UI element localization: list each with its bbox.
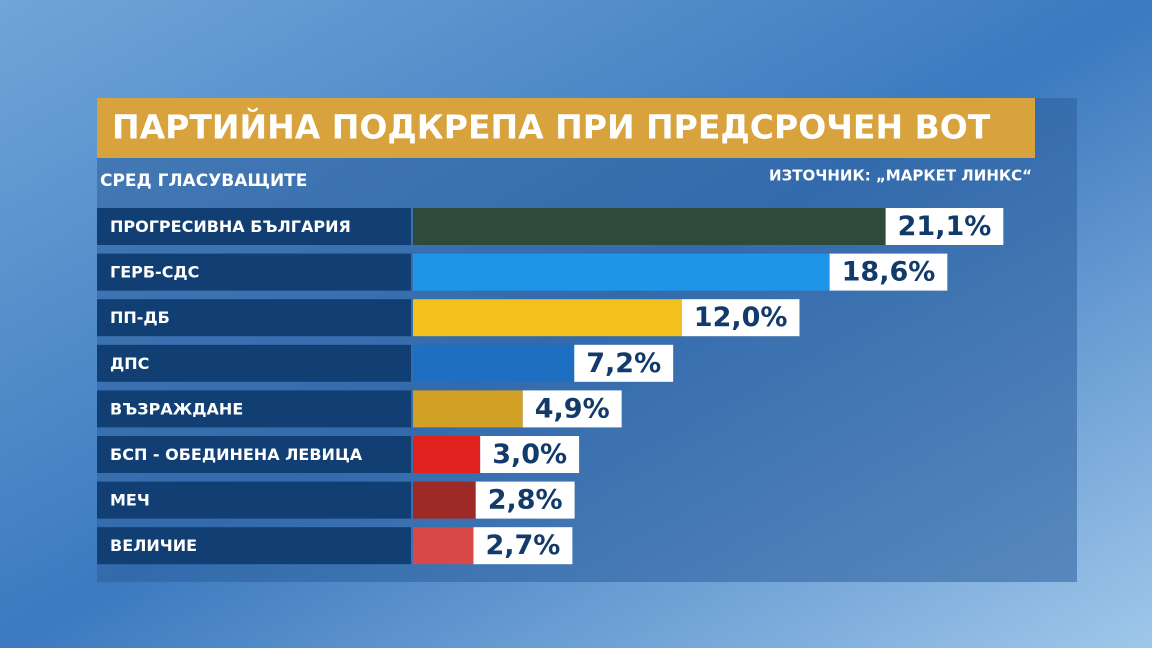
value-label-box — [480, 436, 580, 473]
bar — [413, 390, 523, 428]
bar — [413, 299, 682, 337]
category-label: БСП - ОБЕДИНЕНА ЛЕВИЦА — [110, 445, 363, 464]
source: ИЗТОЧНИК: „МАРКЕТ ЛИНКС“ — [769, 167, 1032, 185]
category-box — [97, 299, 411, 337]
value-label: 21,1% — [898, 211, 992, 242]
bar — [413, 208, 886, 245]
value-label-box — [829, 253, 948, 291]
category-label: ПП-ДБ — [110, 308, 170, 327]
value-label: 2,7% — [485, 530, 560, 561]
value-label-box — [473, 527, 573, 565]
value-label: 7,2% — [586, 348, 661, 379]
category-box — [97, 390, 411, 428]
value-label-box — [475, 481, 575, 519]
value-label-box — [681, 299, 800, 337]
bar — [413, 481, 476, 519]
title-banner — [97, 98, 1035, 158]
category-box — [97, 208, 411, 245]
category-label: ПРОГРЕСИВНА БЪЛГАРИЯ — [110, 217, 351, 236]
subtitle: СРЕД ГЛАСУВАЩИТЕ — [100, 171, 307, 191]
category-box — [97, 344, 411, 382]
value-label: 12,0% — [694, 302, 788, 333]
category-label: ГЕРБ-СДС — [110, 263, 199, 282]
value-label: 4,9% — [535, 393, 610, 424]
bar — [413, 253, 830, 291]
value-label-box — [885, 208, 1004, 245]
bar — [413, 436, 481, 473]
category-box — [97, 527, 411, 565]
value-label-box — [522, 390, 622, 428]
category-box — [97, 436, 411, 473]
value-label: 18,6% — [842, 257, 936, 288]
bar — [413, 344, 575, 382]
category-box — [97, 481, 411, 519]
category-label: ВЪЗРАЖДАНЕ — [110, 399, 243, 418]
category-label: ДПС — [110, 354, 149, 373]
bar — [413, 527, 474, 565]
category-label: ВЕЛИЧИЕ — [110, 536, 197, 555]
category-label: МЕЧ — [110, 491, 150, 510]
value-label-box — [574, 344, 674, 382]
category-box — [97, 253, 411, 291]
value-label: 2,8% — [488, 485, 563, 516]
value-label: 3,0% — [492, 439, 567, 470]
chart-title: ПАРТИЙНА ПОДКРЕПА ПРИ ПРЕДСРОЧЕН ВОТ — [112, 107, 991, 147]
